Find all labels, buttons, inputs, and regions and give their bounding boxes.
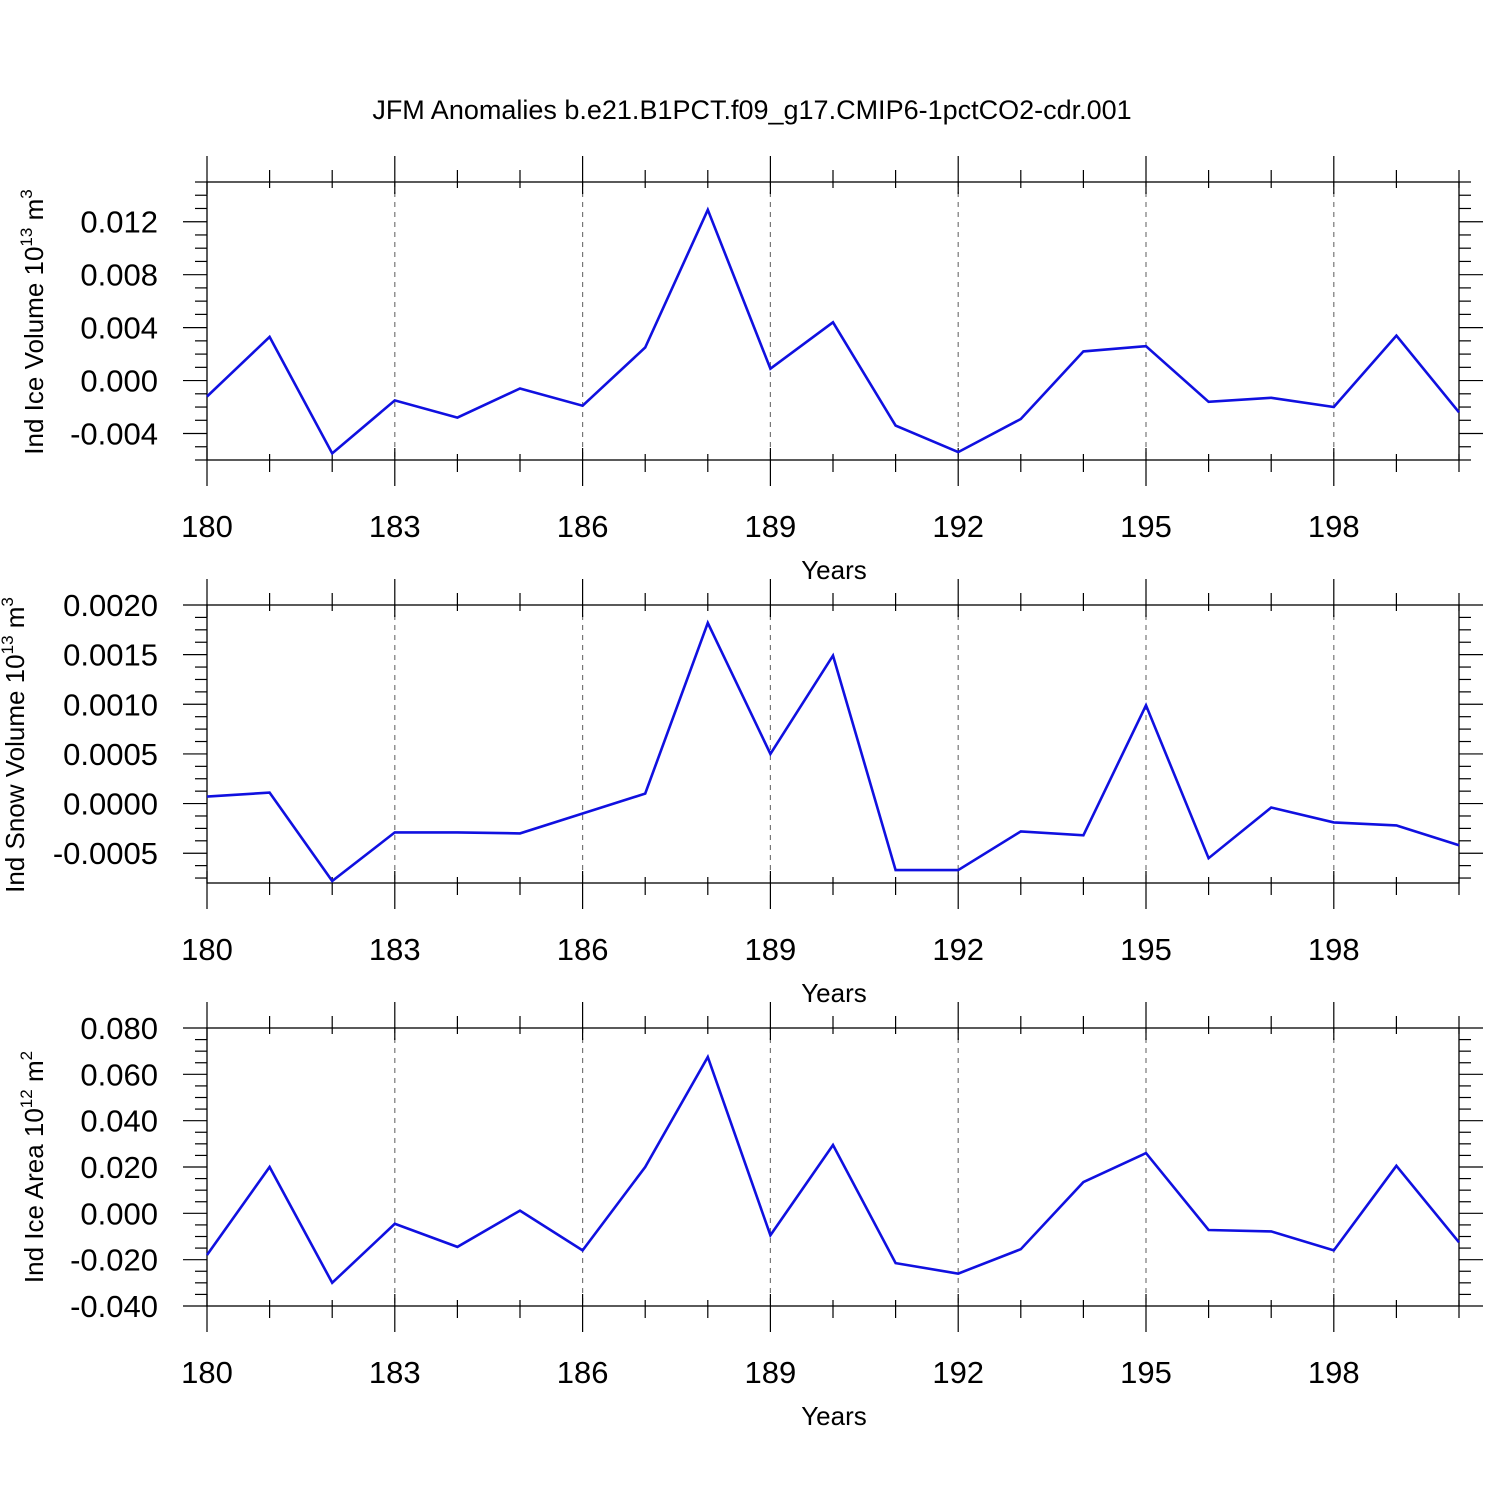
y-tick-label: 0.0010 xyxy=(63,687,158,722)
x-tick-label: 198 xyxy=(1308,509,1360,544)
y-axis-title-unit: m xyxy=(19,199,49,228)
y-tick-label: 0.0000 xyxy=(63,787,158,822)
x-axis-title: Years xyxy=(801,1401,867,1431)
y-axis-title-text: Ind Ice Volume 10 xyxy=(19,247,49,455)
y-tick-label: 0.0005 xyxy=(63,737,158,772)
x-tick-label: 192 xyxy=(932,932,984,967)
y-tick-label: -0.040 xyxy=(70,1289,158,1324)
x-tick-label: 180 xyxy=(181,509,233,544)
y-tick-label: 0.0015 xyxy=(63,638,158,673)
y-tick-label: 0.040 xyxy=(80,1104,158,1139)
panels: 180 183 186 189 192 195 198 Years -0.004 0.000 0.0… xyxy=(0,156,1483,1431)
x-axis-title: Years xyxy=(801,978,867,1008)
y-tick-label: 0.000 xyxy=(80,1196,158,1231)
x-tick-label: 186 xyxy=(557,932,609,967)
x-tick-label: 195 xyxy=(1120,509,1172,544)
x-tick-label: 180 xyxy=(181,1355,233,1390)
x-tick-label: 192 xyxy=(932,1355,984,1390)
y-tick-label: 0.0020 xyxy=(63,588,158,623)
x-tick-label: 195 xyxy=(1120,1355,1172,1390)
series-line-1 xyxy=(205,1053,1461,1285)
x-tick-label: 180 xyxy=(181,932,233,967)
y-axis-title-unit: m xyxy=(0,607,30,636)
y-axis-title-exponent: 13 xyxy=(17,228,36,247)
x-tick-label: 183 xyxy=(369,1355,421,1390)
y-axis-title-unit-exponent: 2 xyxy=(17,1051,36,1060)
x-axis-title: Years xyxy=(801,555,867,585)
x-tick-label: 183 xyxy=(369,509,421,544)
y-axis-title-exponent: 13 xyxy=(0,635,17,654)
y-tick-label: 0.000 xyxy=(80,364,158,399)
y-axis-title: Ind Snow Volume 1013 m3 xyxy=(0,597,30,893)
panel-3: 180 183 186 189 192 195 198 Years -0.040 -0.020 0.… xyxy=(17,1002,1483,1431)
y-axis-title-text: Ind Snow Volume 10 xyxy=(0,654,30,893)
y-tick-label: -0.020 xyxy=(70,1243,158,1278)
x-tick-label: 189 xyxy=(745,932,797,967)
series-line-1 xyxy=(206,206,1461,456)
x-tick-label: 198 xyxy=(1308,932,1360,967)
y-tick-label: 0.008 xyxy=(80,258,158,293)
series-line-1 xyxy=(206,619,1460,883)
figure-title: JFM Anomalies b.e21.B1PCT.f09_g17.CMIP6-… xyxy=(372,95,1131,125)
y-axis-title: Ind Ice Volume 1013 m3 xyxy=(17,189,49,454)
x-tick-label: 183 xyxy=(369,932,421,967)
y-axis-title-unit-exponent: 3 xyxy=(17,189,36,198)
x-tick-label: 195 xyxy=(1120,932,1172,967)
y-tick-label: 0.060 xyxy=(80,1057,158,1092)
panel-1: 180 183 186 189 192 195 198 Years -0.004 0.000 0.0… xyxy=(17,156,1483,585)
x-tick-label: 186 xyxy=(557,509,609,544)
y-axis-title-unit-exponent: 3 xyxy=(0,597,17,606)
y-axis-title-exponent: 12 xyxy=(17,1089,36,1108)
panel-2: 180 183 186 189 192 195 198 Years -0.0005 0.0000 0… xyxy=(0,579,1483,1008)
y-tick-label: -0.0005 xyxy=(53,836,158,871)
x-tick-label: 189 xyxy=(745,509,797,544)
x-tick-label: 198 xyxy=(1308,1355,1360,1390)
y-tick-label: 0.004 xyxy=(80,311,158,346)
y-tick-label: 0.020 xyxy=(80,1150,158,1185)
x-tick-label: 192 xyxy=(932,509,984,544)
y-tick-label: 0.080 xyxy=(80,1011,158,1046)
y-tick-label: -0.004 xyxy=(70,417,158,452)
y-tick-label: 0.012 xyxy=(80,205,158,240)
y-axis-title-unit: m xyxy=(19,1060,49,1089)
y-axis-title: Ind Ice Area 1012 m2 xyxy=(17,1051,49,1283)
x-tick-label: 189 xyxy=(745,1355,797,1390)
x-tick-label: 186 xyxy=(557,1355,609,1390)
y-axis-title-text: Ind Ice Area 10 xyxy=(19,1108,49,1283)
